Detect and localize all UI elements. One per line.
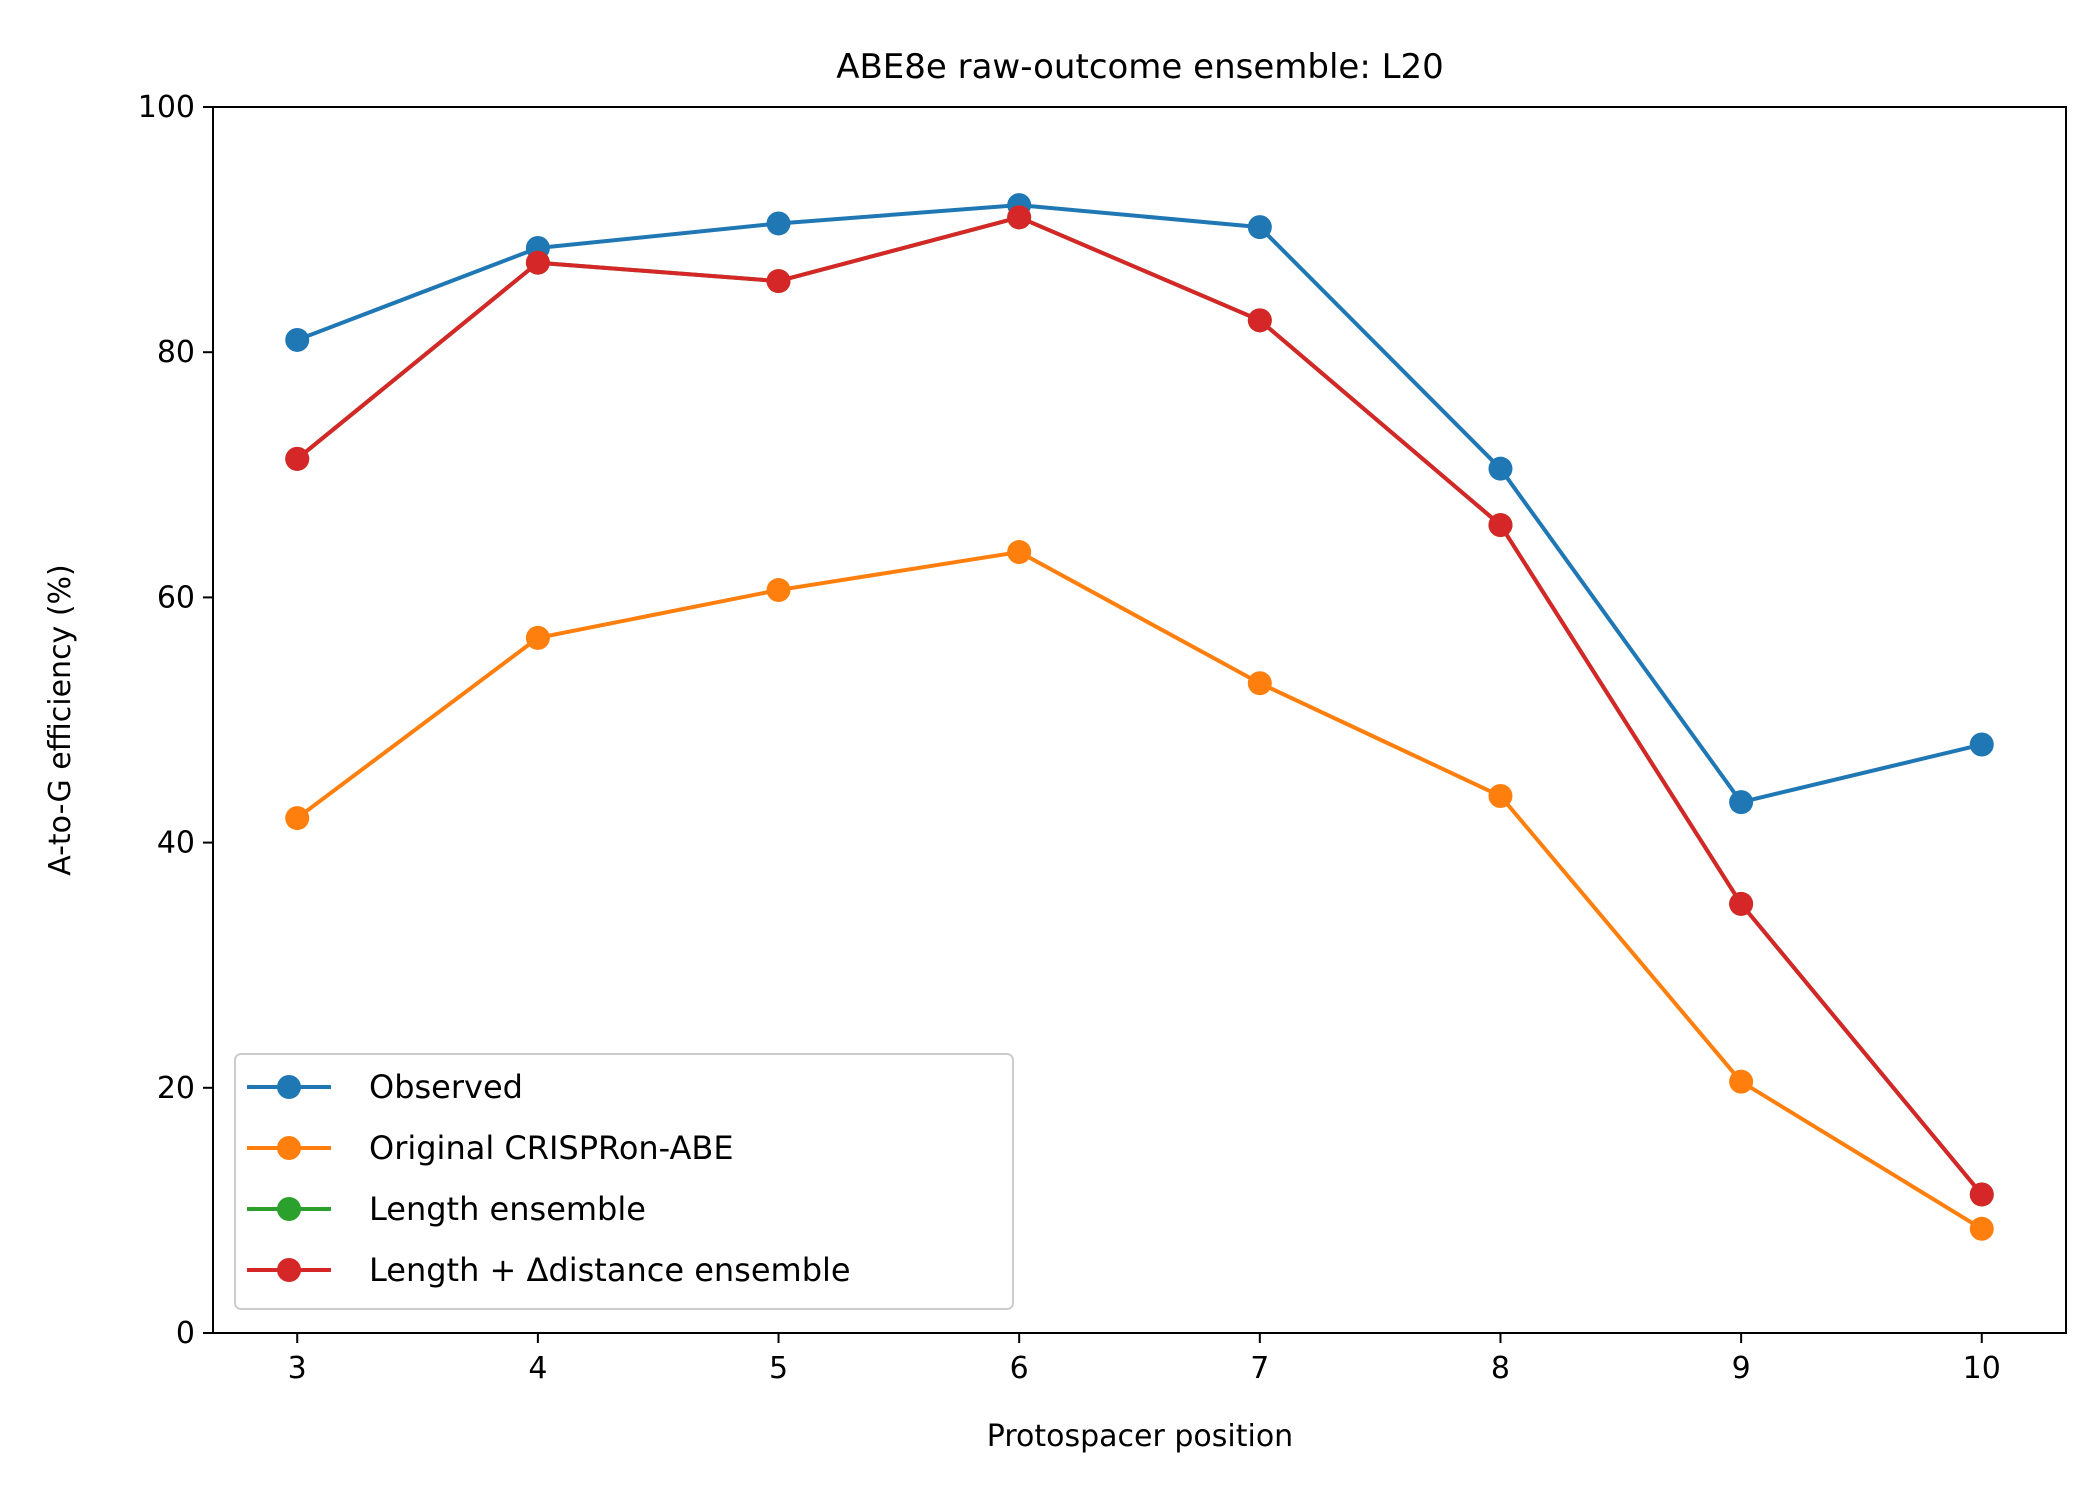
- series-line: [295, 215, 1984, 1196]
- data-point: [1488, 513, 1513, 538]
- x-tick-label: 10: [1963, 1351, 2001, 1386]
- legend-swatch-marker: [277, 1258, 301, 1282]
- y-tick-label: 20: [157, 1071, 195, 1106]
- plot-area: [285, 193, 1994, 1241]
- x-axis-label: Protospacer position: [987, 1419, 1293, 1454]
- y-axis: 0 20 40 60 80 100: [138, 90, 213, 1351]
- data-point: [285, 327, 310, 352]
- data-point: [1969, 1182, 1994, 1207]
- legend-entry: Length ensemble: [247, 1190, 646, 1228]
- legend-label: Original CRISPRon-ABE: [369, 1129, 734, 1167]
- data-point: [1488, 784, 1513, 809]
- legend-swatch-marker: [277, 1197, 301, 1221]
- y-tick-label: 100: [138, 90, 195, 125]
- data-point: [766, 578, 791, 603]
- data-point: [1247, 671, 1272, 696]
- y-tick-label: 40: [157, 826, 195, 861]
- data-point: [285, 446, 310, 471]
- data-point: [1969, 1216, 1994, 1241]
- data-point: [1729, 891, 1754, 916]
- legend-swatch-marker: [277, 1075, 301, 1099]
- legend-label: Observed: [369, 1068, 523, 1106]
- legend-box: [234, 1053, 1014, 1310]
- legend-swatch-marker: [277, 1136, 301, 1160]
- data-point: [285, 806, 310, 831]
- data-point: [1969, 732, 1994, 757]
- data-point: [1488, 456, 1513, 481]
- y-tick-label: 60: [157, 580, 195, 615]
- x-tick-label: 4: [528, 1351, 547, 1386]
- legend-entry: Observed: [247, 1068, 523, 1106]
- series-line: [296, 203, 1983, 805]
- x-tick-label: 7: [1250, 1351, 1269, 1386]
- x-tick-label: 5: [769, 1351, 788, 1386]
- data-point: [525, 250, 550, 275]
- data-point: [1729, 1069, 1754, 1094]
- y-axis-label: A-to-G efficiency (%): [43, 564, 78, 876]
- data-point: [766, 211, 791, 236]
- data-point: [1729, 790, 1754, 815]
- series-original-crispron-abe: [285, 540, 1994, 1241]
- series-line: [296, 550, 1983, 1231]
- data-point: [1247, 308, 1272, 333]
- y-tick-label: 0: [176, 1316, 195, 1351]
- x-tick-label: 3: [288, 1351, 307, 1386]
- data-point: [1007, 205, 1032, 230]
- plot-frame: [212, 106, 2067, 1334]
- x-tick-label: 9: [1732, 1351, 1751, 1386]
- legend-label: Length + Δdistance ensemble: [369, 1251, 851, 1289]
- series-length-distance-ensemble: [285, 205, 1994, 1207]
- series-observed: [285, 193, 1994, 815]
- data-point: [1007, 540, 1032, 565]
- legend-entry: Original CRISPRon-ABE: [247, 1129, 734, 1167]
- chart-title: ABE8e raw-outcome ensemble: L20: [836, 47, 1444, 87]
- x-axis: 3 4 5 6 7 8 9 10: [288, 1333, 2001, 1386]
- data-point: [525, 625, 550, 650]
- x-tick-label: 6: [1010, 1351, 1029, 1386]
- series-line: [295, 215, 1984, 1196]
- legend: Observed Original CRISPRon-ABE Length ense…: [234, 1053, 1014, 1310]
- legend-entry: Length + Δdistance ensemble: [247, 1251, 851, 1289]
- data-point: [766, 269, 791, 294]
- x-tick-label: 8: [1491, 1351, 1510, 1386]
- y-tick-label: 80: [157, 335, 195, 370]
- legend-label: Length ensemble: [369, 1190, 646, 1228]
- data-point: [1247, 215, 1272, 240]
